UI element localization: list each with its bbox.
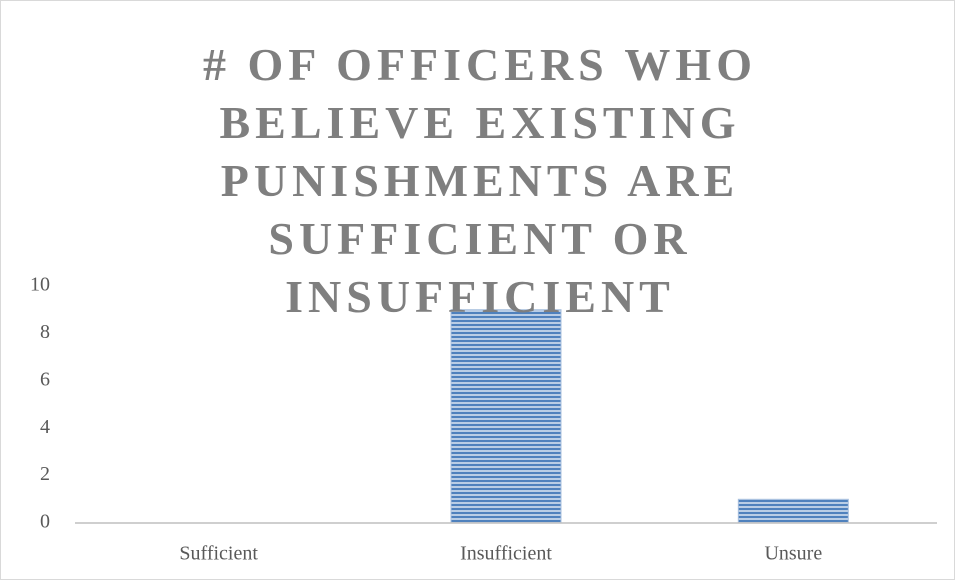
x-tick-label: Insufficient [460,543,552,565]
y-tick-label: 2 [40,463,50,485]
x-tick-label: Sufficient [179,543,258,565]
y-tick-label: 6 [40,368,50,390]
y-tick-label: 4 [40,416,50,438]
bar [450,309,562,524]
y-tick-label: 8 [40,321,50,343]
y-tick-label: 0 [40,511,50,533]
chart-title: # OF OFFICERS WHO BELIEVE EXISTING PUNIS… [203,39,757,322]
x-tick-label: Unsure [764,543,822,565]
y-tick-label: 10 [30,274,50,296]
bar [737,498,849,524]
